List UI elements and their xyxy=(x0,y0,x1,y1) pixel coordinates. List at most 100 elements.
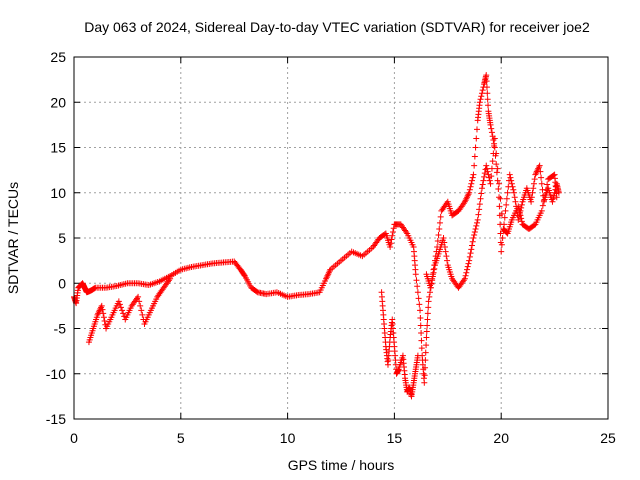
data-point xyxy=(478,90,485,97)
x-tick-label: 0 xyxy=(70,430,78,446)
data-point xyxy=(464,263,471,270)
data-point xyxy=(507,174,514,181)
data-point xyxy=(473,222,480,229)
data-point xyxy=(508,177,515,184)
data-point xyxy=(471,162,478,169)
y-tick-label: 15 xyxy=(50,140,66,156)
data-point xyxy=(512,198,519,205)
data-point xyxy=(470,235,477,241)
data-point xyxy=(423,334,430,341)
data-point xyxy=(494,165,501,172)
data-point xyxy=(498,248,505,255)
data-point xyxy=(516,209,523,216)
x-tick-label: 20 xyxy=(493,430,509,446)
data-point xyxy=(496,194,503,201)
data-point xyxy=(544,181,551,188)
data-point xyxy=(528,194,535,201)
data-point xyxy=(436,225,443,232)
data-point xyxy=(472,144,479,151)
data-point xyxy=(389,232,396,239)
data-point xyxy=(422,357,429,364)
data-point xyxy=(531,222,538,229)
data-point xyxy=(477,96,484,103)
data-point xyxy=(444,257,451,264)
data-point xyxy=(488,125,495,132)
data-point xyxy=(488,129,495,136)
data-point xyxy=(503,195,510,202)
data-point xyxy=(484,168,491,175)
data-point xyxy=(466,189,473,196)
data-point xyxy=(468,180,475,187)
data-point xyxy=(536,162,543,169)
data-point xyxy=(437,213,444,220)
data-point xyxy=(100,314,107,321)
data-point xyxy=(538,174,545,181)
data-point xyxy=(424,322,431,329)
data-point xyxy=(529,189,536,196)
y-tick-label: 5 xyxy=(58,230,66,246)
y-tick-label: 25 xyxy=(50,49,66,65)
data-point xyxy=(550,195,557,202)
data-point xyxy=(473,126,480,133)
data-point xyxy=(502,207,509,214)
data-point xyxy=(491,142,498,149)
data-point xyxy=(506,171,513,178)
data-point xyxy=(117,304,124,311)
y-tick-label: -10 xyxy=(46,366,66,382)
data-point xyxy=(510,186,517,193)
data-point xyxy=(543,186,550,193)
y-tick-label: -15 xyxy=(46,411,66,427)
data-point xyxy=(415,295,422,302)
data-point xyxy=(553,194,560,201)
data-point xyxy=(488,173,495,180)
grid-lines xyxy=(74,57,608,419)
data-point xyxy=(474,216,481,223)
data-point xyxy=(101,317,108,324)
data-point xyxy=(417,314,424,321)
data-point xyxy=(466,257,473,264)
data-point xyxy=(489,158,496,165)
data-point xyxy=(511,189,518,196)
data-point xyxy=(422,364,429,371)
data-point xyxy=(466,253,473,260)
data-point xyxy=(515,203,522,210)
data-point xyxy=(429,277,436,284)
data-point xyxy=(434,238,441,245)
data-point xyxy=(518,201,525,208)
data-point xyxy=(426,293,433,300)
data-point xyxy=(435,231,442,238)
x-tick-label: 5 xyxy=(177,430,185,446)
data-point xyxy=(479,87,486,94)
data-point xyxy=(427,284,434,291)
data-point xyxy=(483,84,490,91)
data-point xyxy=(414,283,421,290)
y-tick-label: 10 xyxy=(50,185,66,201)
data-point xyxy=(476,201,483,208)
data-point xyxy=(413,277,420,284)
data-point xyxy=(441,239,448,246)
data-point xyxy=(469,238,476,245)
data-point xyxy=(473,219,480,226)
y-tick-label: -5 xyxy=(54,321,67,337)
data-point xyxy=(478,185,485,192)
data-point xyxy=(497,195,504,202)
data-point xyxy=(442,248,449,255)
data-point xyxy=(99,306,106,313)
data-point xyxy=(528,198,535,205)
data-point xyxy=(478,93,485,100)
data-point xyxy=(431,265,438,272)
data-point xyxy=(467,183,474,190)
data-point xyxy=(440,235,447,241)
data-point xyxy=(471,153,478,160)
data-point xyxy=(493,150,500,157)
data-point xyxy=(493,161,500,168)
data-point xyxy=(98,302,105,309)
data-point xyxy=(414,352,421,359)
data-point xyxy=(483,78,490,85)
data-point xyxy=(463,269,470,276)
data-point xyxy=(483,162,490,169)
data-point xyxy=(424,310,431,317)
x-tick-label: 10 xyxy=(280,430,296,446)
data-point xyxy=(417,307,424,314)
data-point xyxy=(480,177,487,184)
